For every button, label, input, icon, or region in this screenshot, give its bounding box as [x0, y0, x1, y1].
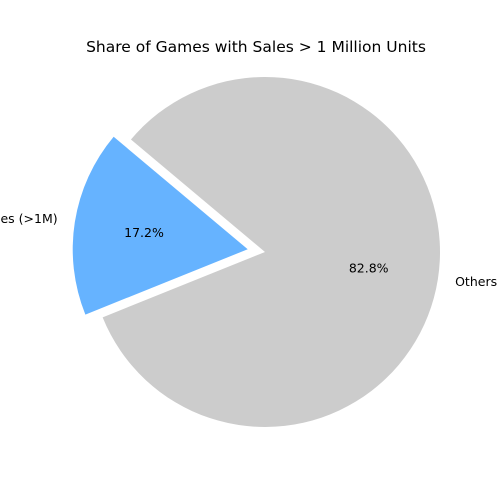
- pie-category-label-games-1m: Games (>1M): [0, 211, 58, 226]
- pie-labels: 17.2% Games (>1M) 82.8% Others: [0, 211, 497, 289]
- pie-percent-label-games-1m: 17.2%: [124, 225, 164, 240]
- pie-percent-label-others: 82.8%: [349, 260, 389, 275]
- pie-slice-others: [102, 76, 441, 427]
- chart-title: Share of Games with Sales > 1 Million Un…: [86, 38, 426, 56]
- pie-category-label-others: Others: [455, 274, 497, 289]
- pie-slices: [72, 76, 441, 427]
- pie-slice-games-1m: [72, 136, 248, 315]
